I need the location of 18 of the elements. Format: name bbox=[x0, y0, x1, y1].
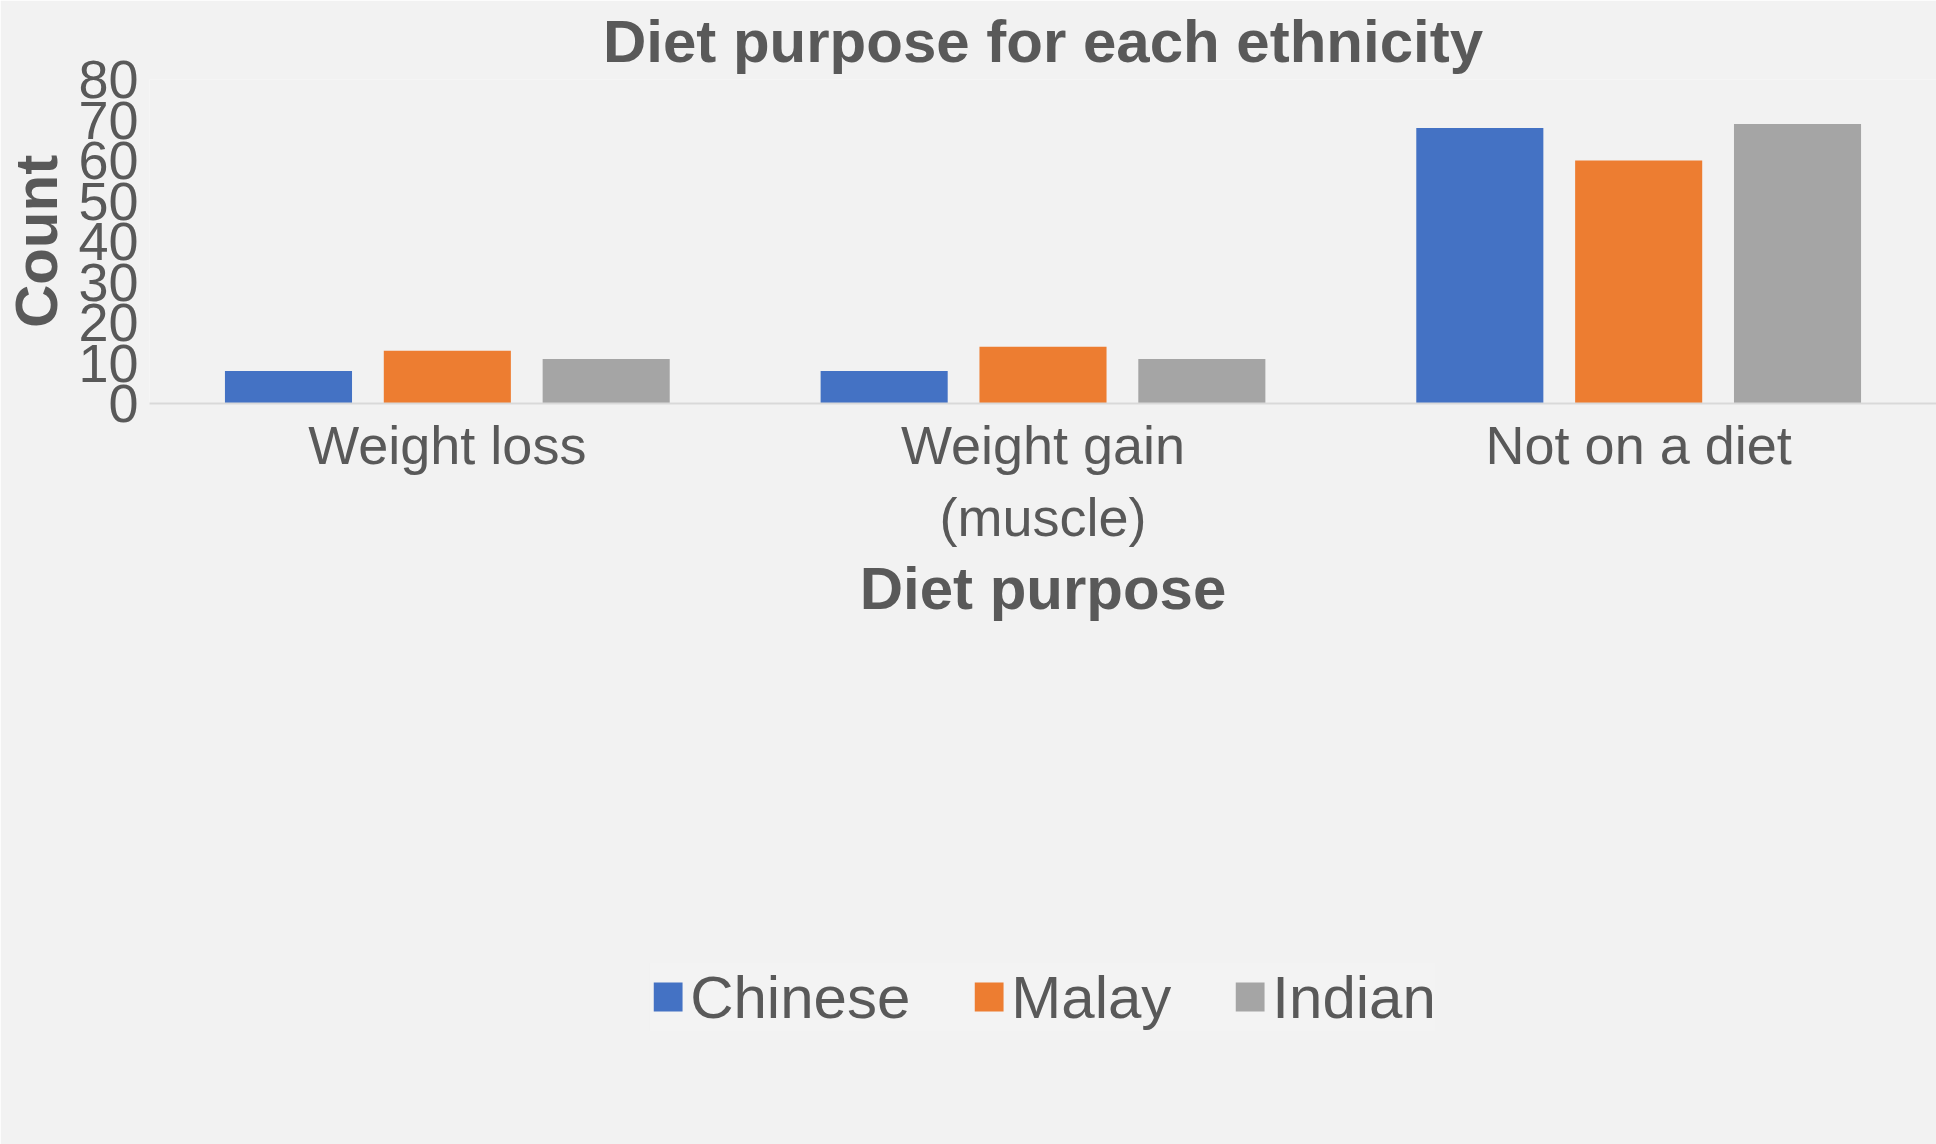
bar bbox=[1138, 358, 1266, 404]
legend-label: Malay bbox=[1011, 962, 1172, 1032]
bar bbox=[979, 346, 1107, 404]
bar bbox=[542, 358, 670, 404]
bar bbox=[224, 371, 353, 404]
bar bbox=[383, 350, 511, 404]
x-tick-label: Weight loss bbox=[308, 414, 587, 475]
chart-title: Diet purpose for each ethnicity bbox=[602, 7, 1484, 75]
y-axis-title: Count bbox=[3, 154, 71, 329]
x-axis-title: Diet purpose bbox=[859, 554, 1227, 622]
legend-label: Chinese bbox=[690, 962, 911, 1032]
bar bbox=[1575, 160, 1703, 404]
x-tick-label: Not on a diet bbox=[1485, 414, 1792, 475]
bar bbox=[1416, 128, 1544, 404]
bar bbox=[1733, 124, 1862, 404]
legend-label: Indian bbox=[1272, 962, 1436, 1032]
x-tick-label: Weight gain (muscle) bbox=[900, 414, 1186, 547]
bar bbox=[820, 371, 948, 404]
